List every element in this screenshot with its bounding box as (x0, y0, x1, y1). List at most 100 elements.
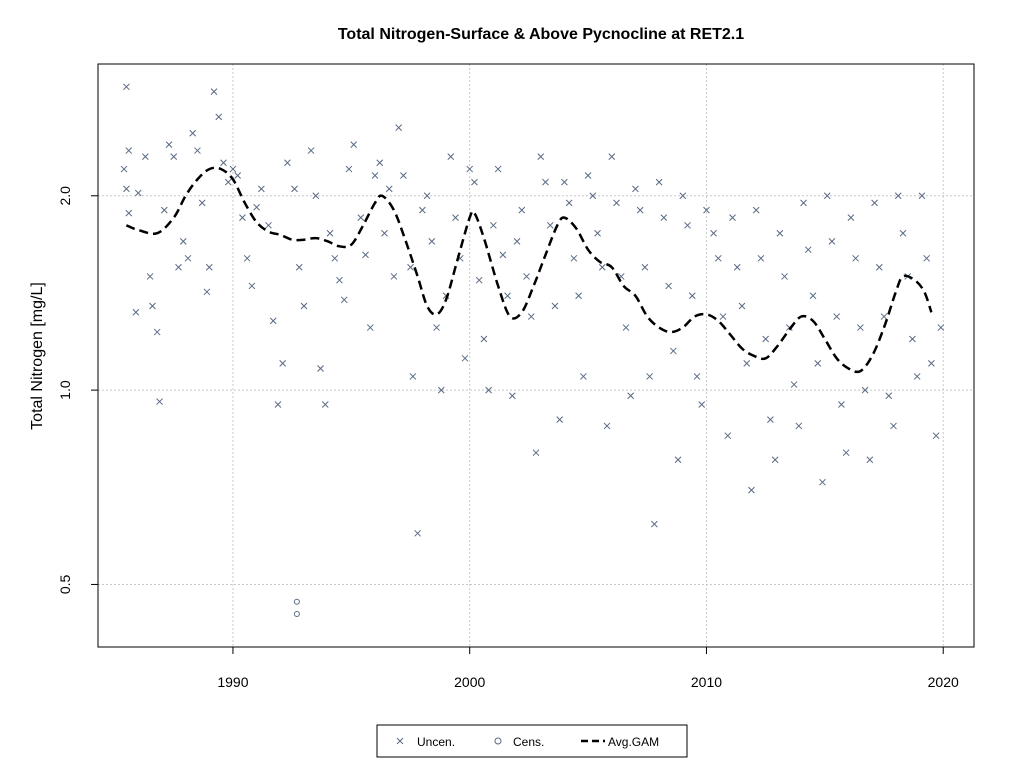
uncen-point (641, 263, 649, 271)
uncen-point (205, 263, 213, 271)
uncen-point (800, 199, 807, 207)
uncen-point (447, 153, 455, 160)
uncen-point (345, 165, 353, 173)
uncen-point (279, 360, 287, 367)
uncen-point (269, 317, 277, 325)
uncen-point (738, 302, 746, 310)
uncen-point (340, 296, 348, 304)
uncen-point (452, 214, 459, 221)
uncen-point (317, 365, 324, 372)
uncen-point (570, 254, 578, 262)
uncen-point (556, 416, 564, 423)
uncen-point (508, 392, 516, 400)
uncen-point (795, 422, 803, 430)
uncen-point (203, 288, 211, 296)
uncen-point (575, 292, 582, 300)
grid (98, 64, 974, 647)
uncen-point (423, 192, 431, 200)
uncen-point (248, 282, 256, 290)
uncen-point (871, 199, 878, 207)
uncen-point (743, 360, 751, 367)
uncen-point (767, 416, 774, 423)
uncen-point (729, 214, 736, 221)
uncen-point (679, 192, 687, 200)
uncen-point (584, 172, 592, 179)
uncen-point (828, 237, 836, 245)
uncen-point (149, 302, 156, 310)
uncen-point (321, 401, 329, 408)
uncen-point (527, 313, 535, 320)
uncen-point (239, 214, 246, 221)
uncen-point (776, 229, 784, 237)
legend-box (376, 724, 688, 758)
uncen-point (724, 432, 732, 440)
y-axis: 0.5 1.0 2.0 (57, 186, 99, 600)
uncen-point (475, 276, 483, 284)
uncen-point (480, 335, 488, 343)
uncen-point (698, 401, 706, 408)
uncen-point (688, 292, 696, 300)
uncen-point (546, 221, 554, 229)
y-tick-label: 1.0 (57, 380, 73, 400)
uncen-point (532, 449, 540, 457)
uncen-point (861, 386, 869, 394)
uncen-point (414, 529, 421, 537)
uncen-point (179, 237, 187, 245)
uncen-point (291, 185, 298, 193)
uncen-point (395, 124, 403, 132)
uncen-point (461, 354, 469, 362)
uncen-point (312, 192, 320, 200)
uncen-point (693, 373, 701, 380)
uncen-point (598, 263, 606, 271)
uncen-point (485, 386, 493, 394)
uncen-point (428, 237, 436, 245)
y-tick-label: 0.5 (57, 574, 73, 594)
uncen-point (594, 229, 601, 237)
uncen-point (123, 185, 130, 193)
uncen-point (710, 229, 717, 237)
uncen-point (771, 456, 779, 464)
uncen-point (419, 206, 426, 214)
uncen-point (390, 273, 398, 280)
uncen-point (170, 153, 178, 160)
uncen-point (265, 221, 272, 229)
uncen-point (307, 147, 315, 154)
gam-curve-layer (125, 166, 933, 374)
uncen-point (748, 486, 755, 494)
uncen-point (719, 313, 727, 320)
uncen-point (923, 254, 931, 262)
uncen-point (300, 302, 308, 310)
uncen-point (400, 172, 407, 179)
uncen-point (918, 192, 926, 200)
uncen-point (913, 373, 921, 380)
uncen-point (490, 221, 497, 229)
uncen-point (537, 153, 545, 160)
uncen-point (210, 88, 218, 95)
legend-uncen-label: Uncen. (417, 735, 455, 749)
uncen-point (153, 328, 161, 336)
uncen-point (366, 324, 374, 331)
uncen-point (220, 159, 227, 167)
uncen-point (890, 422, 897, 430)
uncen-point (229, 165, 237, 173)
uncen-point (234, 172, 242, 179)
uncen-point (932, 432, 940, 440)
uncen-point (350, 141, 358, 149)
uncen-point (660, 214, 668, 221)
uncen-point (132, 308, 140, 316)
uncen-point (409, 373, 417, 380)
x-tick-label: 1990 (217, 674, 248, 690)
uncen-point (565, 199, 573, 207)
y-tick-label: 2.0 (57, 186, 73, 206)
uncen-point (866, 456, 874, 464)
uncen-point (198, 199, 206, 207)
uncen-point (651, 520, 658, 528)
uncen-point (326, 229, 334, 237)
uncen-point (120, 165, 128, 173)
uncen-point (376, 159, 384, 167)
uncen-point (165, 141, 173, 149)
uncen-point (790, 381, 798, 388)
uncen-point (632, 185, 639, 193)
